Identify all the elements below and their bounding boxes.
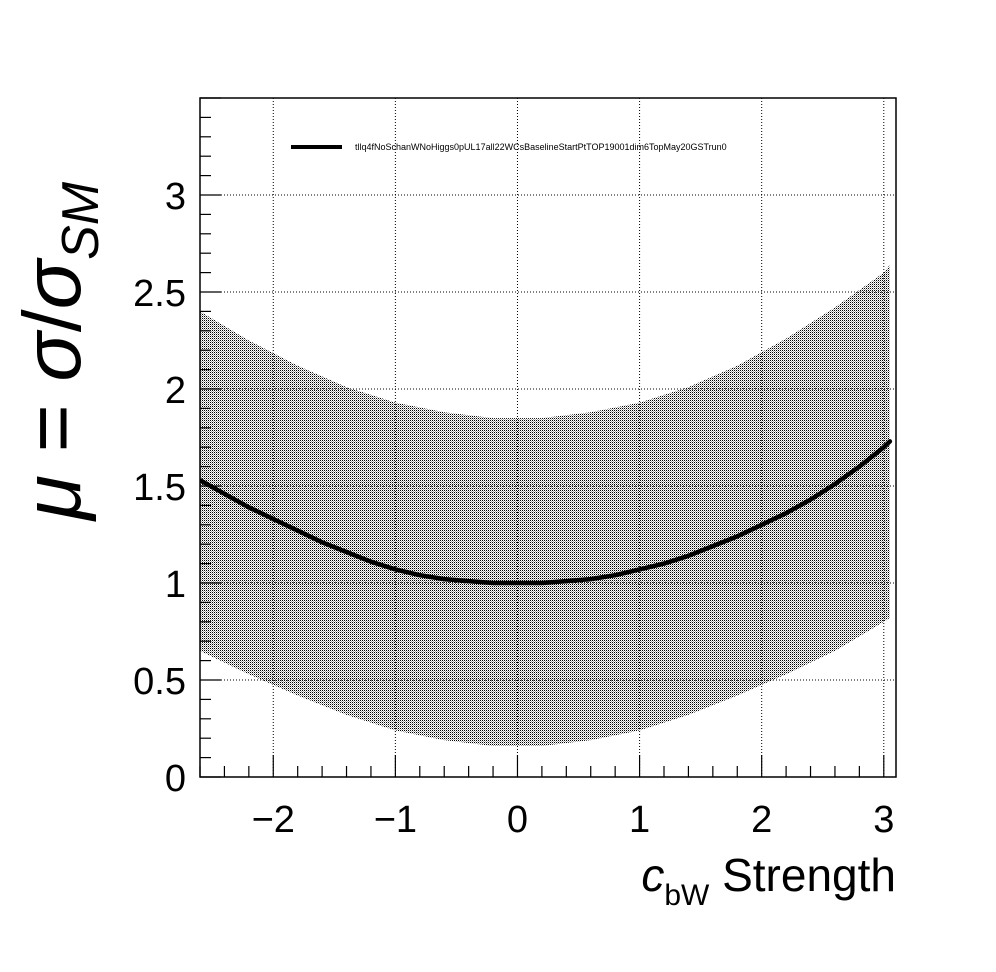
x-axis-title-text: Strength — [709, 849, 896, 901]
x-tick-label-2: 0 — [507, 799, 528, 841]
x-axis-title: cbW Strength — [641, 849, 896, 912]
x-tick-label-5: 3 — [873, 799, 894, 841]
axis-ticks — [199, 97, 885, 778]
y-axis-title-sigma: σ — [7, 329, 98, 382]
y-tick-label-5: 2.5 — [133, 273, 186, 315]
y-tick-label-0: 0 — [165, 758, 186, 800]
y-tick-label-6: 3 — [165, 176, 186, 218]
y-axis-title-slash: / — [7, 309, 98, 332]
plot-frame — [199, 97, 897, 778]
x-tick-label-3: 1 — [629, 799, 650, 841]
x-tick-label-1: −1 — [374, 799, 417, 841]
y-axis-title-subscript: SM — [52, 181, 110, 260]
x-axis-title-italic: c — [641, 849, 664, 901]
tick-labels: −2 −1 0 1 2 3 0 0.5 1 1.5 2 2.5 3 — [133, 176, 894, 841]
x-tick-label-0: −2 — [252, 799, 295, 841]
y-axis-title-eq: = — [7, 382, 98, 475]
x-tick-label-4: 2 — [751, 799, 772, 841]
y-tick-label-1: 0.5 — [133, 661, 186, 703]
y-axis-title-mu: μ — [7, 475, 98, 522]
series-line-0 — [200, 439, 893, 586]
legend-entry-label: tllq4fNoSchanWNoHiggs0pUL17all22WCsBasel… — [355, 142, 727, 152]
x-axis-title-subscript: bW — [664, 879, 710, 912]
y-tick-label-2: 1 — [165, 564, 186, 606]
y-tick-label-4: 2 — [165, 370, 186, 412]
legend: tllq4fNoSchanWNoHiggs0pUL17all22WCsBasel… — [291, 142, 727, 152]
y-tick-label-3: 1.5 — [133, 467, 186, 509]
y-axis-title-sigma-sm: σ — [7, 256, 98, 309]
y-axis-title: μ = σ/σSM — [7, 181, 110, 522]
series-lines — [200, 439, 893, 586]
band-area — [200, 264, 890, 746]
uncertainty-band — [200, 264, 890, 746]
